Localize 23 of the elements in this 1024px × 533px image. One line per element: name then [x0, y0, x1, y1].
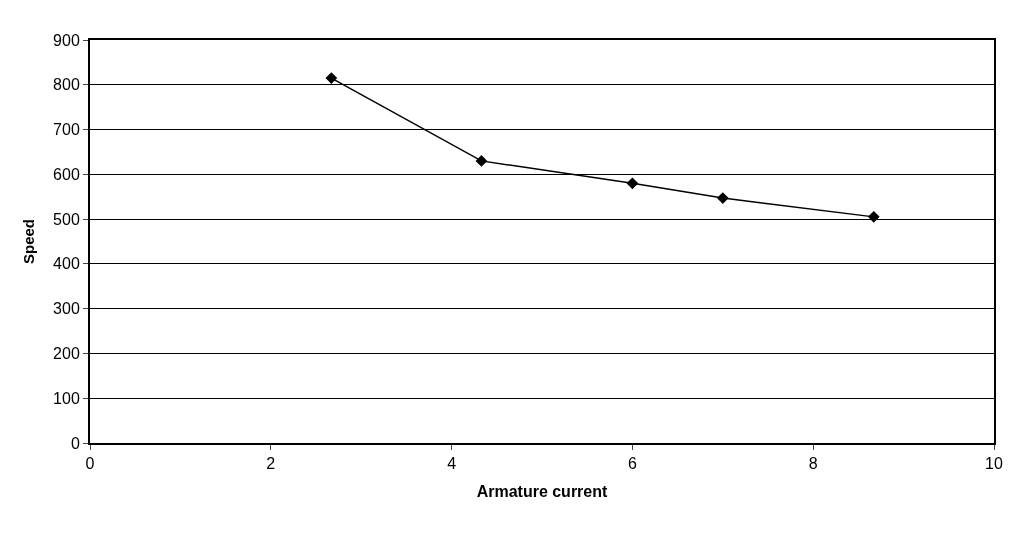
y-tick-label: 200: [53, 345, 80, 363]
y-tick-label: 0: [70, 434, 80, 452]
point: [475, 155, 488, 167]
y-tick-label: 600: [53, 165, 80, 183]
y-axis-title: Speed: [19, 218, 37, 265]
x-tick-label: 0: [85, 455, 95, 473]
x-tick-label: 10: [985, 455, 1003, 473]
point: [626, 177, 639, 190]
y-tick-label: 500: [53, 210, 80, 228]
x-tick-label: 8: [808, 455, 818, 473]
y-tick-label: 900: [53, 31, 80, 49]
x-tick-label: 6: [627, 455, 637, 473]
y-tick-label: 100: [53, 389, 80, 407]
x-tick-label: 4: [447, 455, 457, 473]
x-tick-label: 2: [266, 455, 276, 473]
point: [716, 192, 729, 204]
y-tick-label: 700: [53, 121, 80, 139]
x-axis-title: Armature current: [476, 483, 609, 501]
y-tick-label: 300: [53, 300, 80, 318]
point: [867, 211, 880, 223]
point: [325, 72, 338, 84]
y-tick-label: 800: [53, 76, 80, 94]
y-tick-label: 400: [53, 255, 80, 273]
